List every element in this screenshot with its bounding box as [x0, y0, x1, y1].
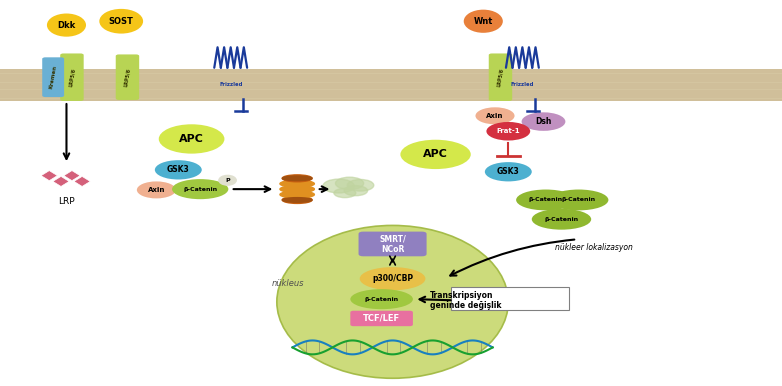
Ellipse shape — [323, 179, 354, 193]
Ellipse shape — [522, 112, 565, 131]
FancyBboxPatch shape — [350, 311, 413, 326]
Text: Axin: Axin — [486, 113, 504, 119]
Polygon shape — [64, 171, 80, 181]
Ellipse shape — [282, 175, 312, 182]
Text: Transkripsiyon
geninde değişlik: Transkripsiyon geninde değişlik — [429, 291, 501, 310]
Ellipse shape — [360, 267, 425, 290]
FancyBboxPatch shape — [358, 232, 426, 256]
Polygon shape — [41, 171, 57, 181]
Ellipse shape — [344, 186, 368, 196]
Text: β-Catenin: β-Catenin — [529, 198, 563, 202]
FancyBboxPatch shape — [451, 287, 569, 310]
Ellipse shape — [280, 191, 314, 198]
Ellipse shape — [335, 177, 364, 190]
Ellipse shape — [280, 186, 314, 193]
Text: APC: APC — [423, 149, 448, 159]
Ellipse shape — [350, 289, 413, 309]
Text: Kremen: Kremen — [48, 65, 58, 90]
Ellipse shape — [137, 181, 176, 198]
Ellipse shape — [282, 176, 312, 181]
Text: Frizzled: Frizzled — [219, 83, 242, 87]
Text: LRP5/6: LRP5/6 — [497, 68, 504, 87]
Ellipse shape — [280, 180, 314, 187]
Text: Frizzled: Frizzled — [511, 83, 534, 87]
Text: P: P — [225, 178, 230, 183]
Ellipse shape — [347, 179, 374, 191]
Ellipse shape — [532, 209, 591, 230]
Text: LRP: LRP — [58, 197, 75, 206]
FancyBboxPatch shape — [42, 57, 64, 97]
FancyBboxPatch shape — [116, 54, 139, 100]
Ellipse shape — [485, 162, 532, 181]
Ellipse shape — [464, 10, 503, 33]
Ellipse shape — [516, 190, 576, 210]
Ellipse shape — [99, 9, 143, 34]
Ellipse shape — [486, 122, 530, 141]
Ellipse shape — [47, 14, 86, 37]
Ellipse shape — [172, 179, 228, 199]
Text: SMRT/
NCoR: SMRT/ NCoR — [379, 234, 406, 254]
Ellipse shape — [549, 190, 608, 210]
Text: APC: APC — [179, 134, 204, 144]
Ellipse shape — [277, 225, 508, 378]
Text: nükleer lokalizasyon: nükleer lokalizasyon — [555, 243, 633, 252]
Text: β-Catenin: β-Catenin — [544, 217, 579, 222]
Ellipse shape — [159, 124, 224, 154]
Ellipse shape — [218, 175, 237, 186]
Text: GSK3: GSK3 — [167, 165, 190, 174]
Text: p300/CBP: p300/CBP — [372, 274, 413, 283]
Text: Wnt: Wnt — [474, 17, 493, 26]
FancyBboxPatch shape — [489, 53, 512, 101]
Ellipse shape — [334, 188, 356, 198]
FancyBboxPatch shape — [60, 53, 84, 101]
Polygon shape — [74, 176, 90, 186]
Text: LRP5/6: LRP5/6 — [124, 68, 131, 87]
Ellipse shape — [282, 196, 312, 203]
Text: β-Catenin: β-Catenin — [364, 297, 399, 301]
Ellipse shape — [400, 140, 471, 169]
Text: TCF/LEF: TCF/LEF — [363, 314, 400, 323]
Text: SOST: SOST — [109, 17, 134, 26]
Text: Dsh: Dsh — [536, 117, 551, 126]
Ellipse shape — [155, 160, 202, 179]
Text: Dkk: Dkk — [57, 20, 76, 30]
Polygon shape — [53, 176, 69, 186]
Text: Frat-1: Frat-1 — [497, 128, 520, 134]
Text: LRP5/6: LRP5/6 — [68, 68, 76, 87]
Text: β-Catenin: β-Catenin — [561, 198, 596, 202]
Text: GSK3: GSK3 — [497, 167, 520, 176]
Text: nükleus: nükleus — [271, 279, 304, 288]
Text: Axin: Axin — [148, 187, 165, 193]
Text: β-Catenin: β-Catenin — [183, 187, 217, 191]
Ellipse shape — [282, 198, 312, 202]
FancyBboxPatch shape — [0, 68, 782, 101]
Ellipse shape — [475, 107, 515, 124]
